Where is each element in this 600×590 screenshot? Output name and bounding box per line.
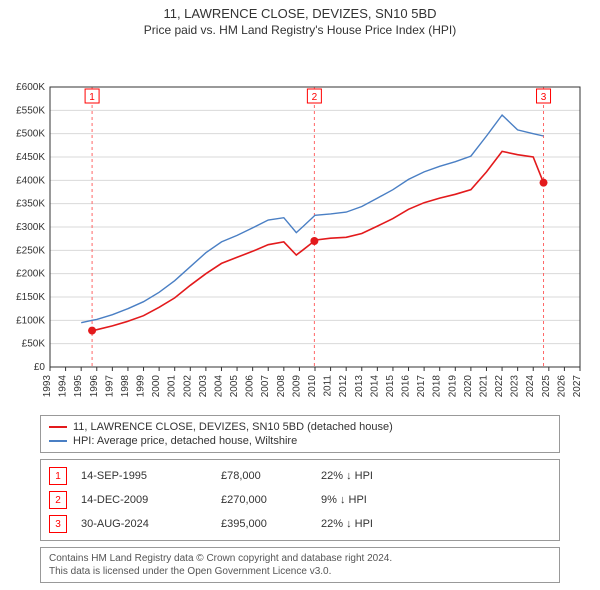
svg-text:2: 2 bbox=[312, 92, 318, 103]
svg-text:2001: 2001 bbox=[167, 375, 178, 398]
svg-text:£250K: £250K bbox=[16, 245, 45, 256]
event-row: 1 14-SEP-1995£78,00022% ↓ HPI bbox=[49, 464, 551, 488]
svg-text:1995: 1995 bbox=[73, 375, 84, 398]
event-delta: 22% ↓ HPI bbox=[321, 518, 441, 530]
svg-text:2002: 2002 bbox=[182, 375, 193, 398]
svg-text:1993: 1993 bbox=[42, 375, 53, 398]
svg-text:£50K: £50K bbox=[22, 339, 46, 350]
svg-text:2027: 2027 bbox=[572, 375, 583, 398]
svg-text:2012: 2012 bbox=[338, 375, 349, 398]
svg-text:2013: 2013 bbox=[354, 375, 365, 398]
svg-text:2021: 2021 bbox=[478, 375, 489, 398]
svg-text:3: 3 bbox=[541, 92, 547, 103]
svg-text:2017: 2017 bbox=[416, 375, 427, 398]
legend: 11, LAWRENCE CLOSE, DEVIZES, SN10 5BD (d… bbox=[40, 415, 560, 453]
svg-text:2006: 2006 bbox=[245, 375, 256, 398]
chart-subtitle: Price paid vs. HM Land Registry's House … bbox=[0, 21, 600, 37]
chart-area: £0 £50K £100K £150K £200K £250K £300K £350K £400… bbox=[0, 37, 600, 411]
event-date: 14-DEC-2009 bbox=[81, 494, 221, 506]
svg-text:£0: £0 bbox=[34, 362, 46, 373]
svg-text:£600K: £600K bbox=[16, 82, 45, 93]
svg-text:£350K: £350K bbox=[16, 199, 45, 210]
svg-text:2016: 2016 bbox=[401, 375, 412, 398]
event-delta: 9% ↓ HPI bbox=[321, 494, 441, 506]
svg-text:£200K: £200K bbox=[16, 269, 45, 280]
event-price: £270,000 bbox=[221, 494, 321, 506]
svg-text:2022: 2022 bbox=[494, 375, 505, 398]
svg-text:2011: 2011 bbox=[323, 375, 334, 397]
legend-swatch bbox=[49, 426, 67, 428]
svg-text:2025: 2025 bbox=[541, 375, 552, 398]
svg-text:2000: 2000 bbox=[151, 375, 162, 398]
event-marker: 3 bbox=[49, 515, 67, 533]
svg-text:2015: 2015 bbox=[385, 375, 396, 398]
event-delta: 22% ↓ HPI bbox=[321, 470, 441, 482]
svg-text:2008: 2008 bbox=[276, 375, 287, 398]
event-price: £395,000 bbox=[221, 518, 321, 530]
event-date: 14-SEP-1995 bbox=[81, 470, 221, 482]
chart-svg: £0 £50K £100K £150K £200K £250K £300K £350K £400… bbox=[0, 37, 600, 411]
svg-text:2005: 2005 bbox=[229, 375, 240, 398]
svg-text:£500K: £500K bbox=[16, 129, 45, 140]
svg-text:1: 1 bbox=[89, 92, 95, 103]
svg-text:2020: 2020 bbox=[463, 375, 474, 398]
event-row: 3 30-AUG-2024£395,00022% ↓ HPI bbox=[49, 512, 551, 536]
svg-text:2010: 2010 bbox=[307, 375, 318, 398]
svg-text:2018: 2018 bbox=[432, 375, 443, 398]
svg-text:1994: 1994 bbox=[58, 375, 69, 398]
svg-text:2004: 2004 bbox=[213, 375, 224, 398]
svg-text:2014: 2014 bbox=[369, 375, 380, 398]
svg-text:2003: 2003 bbox=[198, 375, 209, 398]
event-row: 2 14-DEC-2009£270,0009% ↓ HPI bbox=[49, 488, 551, 512]
svg-text:1996: 1996 bbox=[89, 375, 100, 398]
svg-text:2009: 2009 bbox=[291, 375, 302, 398]
event-marker: 1 bbox=[49, 467, 67, 485]
svg-text:£450K: £450K bbox=[16, 152, 45, 163]
footnote-line-1: Contains HM Land Registry data © Crown c… bbox=[49, 552, 551, 565]
legend-item: HPI: Average price, detached house, Wilt… bbox=[49, 434, 551, 448]
events-table: 114-SEP-1995£78,00022% ↓ HPI214-DEC-2009… bbox=[40, 459, 560, 541]
svg-text:2026: 2026 bbox=[556, 375, 567, 398]
svg-text:2024: 2024 bbox=[525, 375, 536, 398]
event-marker: 2 bbox=[49, 491, 67, 509]
svg-text:1999: 1999 bbox=[136, 375, 147, 398]
chart-title: 11, LAWRENCE CLOSE, DEVIZES, SN10 5BD bbox=[0, 0, 600, 21]
svg-text:2023: 2023 bbox=[510, 375, 521, 398]
legend-item: 11, LAWRENCE CLOSE, DEVIZES, SN10 5BD (d… bbox=[49, 420, 551, 434]
event-date: 30-AUG-2024 bbox=[81, 518, 221, 530]
event-price: £78,000 bbox=[221, 470, 321, 482]
svg-text:£150K: £150K bbox=[16, 292, 45, 303]
legend-label: HPI: Average price, detached house, Wilt… bbox=[73, 435, 297, 447]
svg-text:£550K: £550K bbox=[16, 105, 45, 116]
svg-text:2007: 2007 bbox=[260, 375, 271, 398]
svg-text:£400K: £400K bbox=[16, 175, 45, 186]
svg-text:1997: 1997 bbox=[104, 375, 115, 398]
footnote-line-2: This data is licensed under the Open Gov… bbox=[49, 565, 551, 578]
svg-text:£300K: £300K bbox=[16, 222, 45, 233]
svg-text:2019: 2019 bbox=[447, 375, 458, 398]
footnote: Contains HM Land Registry data © Crown c… bbox=[40, 547, 560, 583]
svg-text:£100K: £100K bbox=[16, 315, 45, 326]
legend-label: 11, LAWRENCE CLOSE, DEVIZES, SN10 5BD (d… bbox=[73, 421, 393, 433]
svg-text:1998: 1998 bbox=[120, 375, 131, 398]
legend-swatch bbox=[49, 440, 67, 442]
